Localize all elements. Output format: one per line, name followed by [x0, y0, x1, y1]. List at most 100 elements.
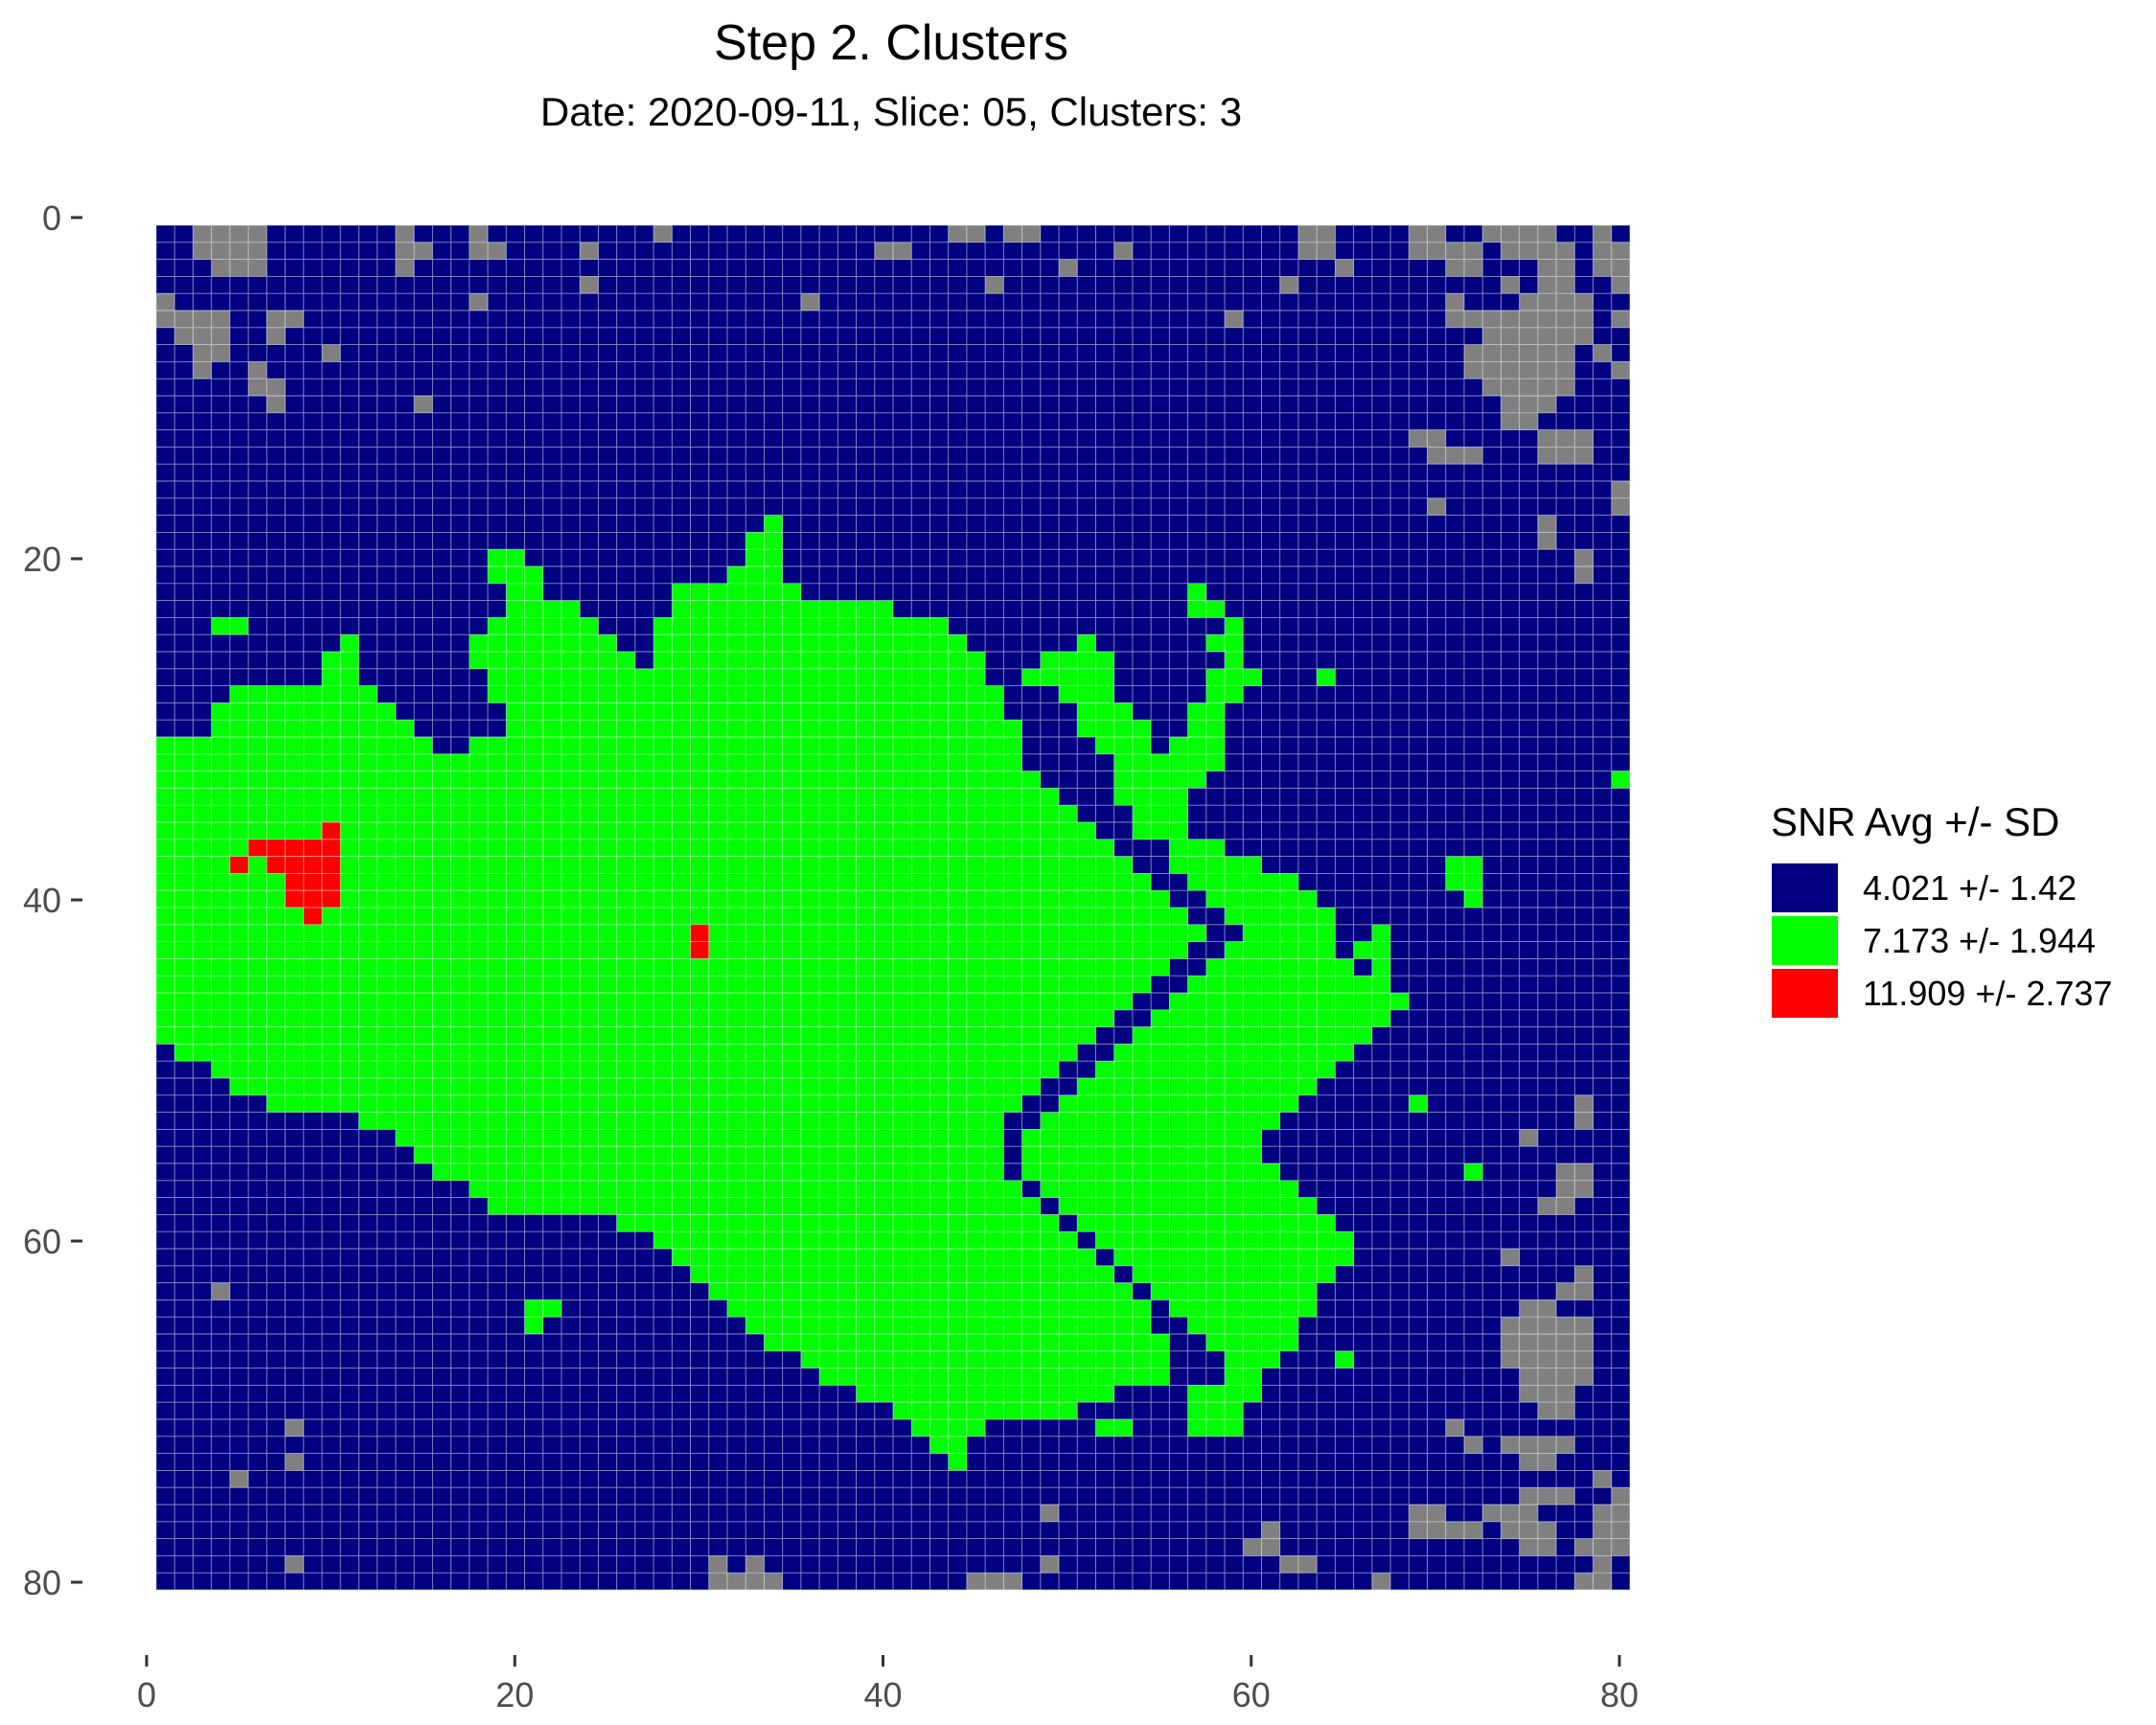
- heatmap-cell-cluster-2: [488, 668, 986, 686]
- x-tick-label: 20: [495, 1675, 534, 1714]
- heatmap-cell-missing: [708, 1555, 727, 1574]
- heatmap-cell-missing: [211, 1282, 230, 1300]
- y-tick-label: 60: [23, 1222, 61, 1261]
- heatmap-cell-missing: [156, 293, 175, 310]
- heatmap-cell-missing: [1113, 242, 1133, 260]
- heatmap-cell-missing: [1574, 1265, 1594, 1283]
- y-tick-label: 40: [23, 881, 61, 920]
- heatmap-cell-cluster-2: [156, 856, 1133, 874]
- heatmap-cell-cluster-2: [1113, 1249, 1354, 1266]
- heatmap-cell-missing: [1501, 1521, 1557, 1539]
- heatmap-cell-cluster-3: [285, 890, 341, 908]
- heatmap-cell-cluster-2: [1059, 685, 1114, 703]
- heatmap-cell-cluster-2: [819, 1368, 1170, 1386]
- heatmap-cell-cluster-2: [1225, 652, 1244, 669]
- heatmap-cell-missing: [1501, 396, 1557, 413]
- heatmap-cell-missing: [1501, 1350, 1594, 1368]
- heatmap-cell-cluster-2: [1132, 805, 1188, 822]
- heatmap-cell-missing: [1574, 1094, 1594, 1113]
- heatmap-cell-missing: [414, 396, 433, 413]
- heatmap-cell-cluster-2: [524, 1317, 543, 1334]
- legend-swatch: [1770, 862, 1840, 914]
- x-tick-label: 0: [137, 1675, 156, 1714]
- heatmap-cell-missing: [174, 327, 230, 345]
- heatmap-cell-missing: [1279, 276, 1298, 294]
- heatmap-cell-missing: [1040, 1555, 1060, 1574]
- heatmap-cell-cluster-2: [156, 890, 1170, 908]
- heatmap-cell-cluster-2: [211, 720, 415, 737]
- heatmap-cell-cluster-2: [1371, 924, 1391, 942]
- heatmap-cell-cluster-2: [156, 737, 433, 754]
- heatmap-cell-cluster-2: [1132, 1026, 1372, 1045]
- heatmap-cell-cluster-2: [708, 1282, 1133, 1300]
- heatmap-cell-missing: [1574, 1538, 1631, 1556]
- heatmap-cell-missing: [266, 327, 286, 345]
- heatmap-cell-cluster-2: [1335, 1350, 1354, 1368]
- heatmap-cell-cluster-2: [690, 1265, 1114, 1283]
- x-axis: 0 20 40 60 80: [137, 1655, 1639, 1714]
- heatmap-cell-cluster-2: [1169, 993, 1410, 1010]
- heatmap-cell-missing: [1574, 1112, 1594, 1130]
- heatmap-cell-missing: [1040, 1505, 1060, 1522]
- heatmap-cell-cluster-2: [156, 753, 1022, 771]
- heatmap-cell-cluster-2: [432, 1163, 1004, 1181]
- heatmap-cell-cluster-2: [488, 566, 543, 584]
- heatmap-cell-missing: [1519, 1129, 1538, 1147]
- heatmap-cell-missing: [1427, 497, 1446, 516]
- heatmap-cell-cluster-3: [248, 839, 341, 857]
- heatmap-cell-missing: [248, 361, 267, 380]
- heatmap-cell-missing: [395, 259, 415, 277]
- y-tick-label: 0: [42, 198, 61, 238]
- heatmap-cell-cluster-2: [1021, 1129, 1262, 1147]
- heatmap-cell-cluster-3: [229, 856, 249, 874]
- heatmap-cell-missing: [469, 293, 489, 310]
- heatmap-cell-cluster-2: [1187, 1402, 1244, 1419]
- heatmap-cell-missing: [1611, 497, 1631, 516]
- heatmap-cell-cluster-2: [1077, 1078, 1318, 1095]
- heatmap-cell-missing: [1335, 259, 1354, 277]
- heatmap-cell-cluster-2: [672, 1249, 1096, 1266]
- x-tick-label: 40: [863, 1675, 902, 1714]
- heatmap-cell-missing: [1611, 276, 1631, 294]
- heatmap-cell-cluster-2: [156, 788, 1060, 806]
- heatmap-cell-cluster-2: [174, 1044, 1078, 1062]
- heatmap-cell-missing: [193, 361, 212, 380]
- heatmap-cell-missing: [1537, 515, 1557, 533]
- cell-gridlines: [155, 224, 1631, 1591]
- heatmap-cell-cluster-2: [156, 958, 1170, 977]
- heatmap-cell-cluster-2: [156, 1026, 1096, 1045]
- heatmap-cell-missing: [1519, 1487, 1575, 1505]
- chart-title: Step 2. Clusters: [714, 15, 1068, 71]
- heatmap-cell-cluster-2: [1225, 1350, 1280, 1368]
- heatmap-cell-missing: [1611, 481, 1631, 498]
- heatmap-cell-cluster-3: [285, 873, 341, 891]
- heatmap-cell-missing: [1501, 276, 1520, 294]
- heatmap-cell-missing: [1501, 1334, 1594, 1351]
- heatmap-cell-missing: [1574, 566, 1594, 584]
- heatmap-cell-missing: [1574, 549, 1594, 566]
- heatmap-cell-missing: [285, 1453, 304, 1471]
- heatmap-cell-missing: [395, 225, 415, 242]
- heatmap-cell-cluster-2: [1169, 856, 1262, 874]
- heatmap-cell-cluster-2: [654, 1231, 1078, 1249]
- heatmap-cell-cluster-2: [1187, 1419, 1244, 1437]
- heatmap-cell-cluster-2: [1059, 1094, 1298, 1113]
- heatmap-cell-cluster-2: [1169, 839, 1226, 857]
- legend-entries: 4.021 +/- 1.42 7.173 +/- 1.944 11.909 +/- …: [1770, 862, 2113, 1020]
- heatmap-cell-cluster-2: [948, 1453, 967, 1471]
- heatmap-cell-cluster-2: [1463, 890, 1483, 908]
- heatmap-cell-cluster-2: [1611, 770, 1631, 789]
- heatmap-cell-missing: [1445, 293, 1464, 310]
- heatmap-cell-cluster-2: [506, 702, 1004, 721]
- heatmap-cell-cluster-2: [156, 993, 1133, 1010]
- heatmap-cell-missing: [1537, 429, 1594, 448]
- heatmap-cell-missing: [1611, 1487, 1631, 1505]
- heatmap-cell-cluster-2: [1021, 668, 1114, 686]
- heatmap-cell-cluster-2: [1113, 1044, 1354, 1062]
- heatmap-cell-cluster-2: [1371, 958, 1391, 977]
- heatmap-cell-cluster-2: [1225, 617, 1244, 635]
- legend-label: 11.909 +/- 2.737: [1863, 974, 2113, 1013]
- heatmap-cell-cluster-2: [654, 634, 967, 652]
- heatmap-cell-missing: [266, 396, 286, 413]
